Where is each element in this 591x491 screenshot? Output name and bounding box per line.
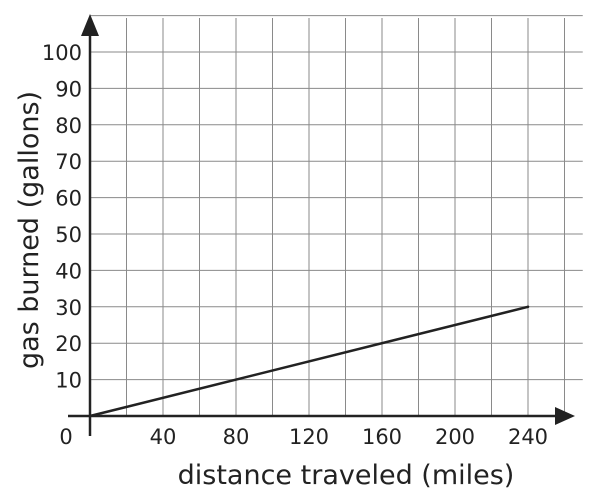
y-tick-label: 80 — [55, 114, 82, 138]
y-tick-label: 100 — [42, 41, 82, 65]
x-axis-label: distance traveled (miles) — [178, 460, 515, 491]
y-axis-label: gas burned (gallons) — [14, 91, 45, 369]
x-tick-label: 40 — [150, 425, 177, 449]
y-tick-label: 20 — [55, 332, 82, 356]
series-line — [88, 305, 530, 418]
x-tick-label: 80 — [223, 425, 250, 449]
x-tick-label: 200 — [435, 425, 475, 449]
y-tick-label: 30 — [55, 296, 82, 320]
x-tick-label: 120 — [289, 425, 329, 449]
y-tick-label: 90 — [55, 77, 82, 101]
axes — [68, 14, 575, 436]
y-tick-label: 50 — [55, 223, 82, 247]
data-point — [526, 305, 530, 308]
x-axis-arrow — [555, 407, 575, 425]
y-tick-label: 60 — [55, 187, 82, 211]
grid — [90, 15, 583, 416]
x-tick-label: 240 — [508, 425, 548, 449]
y-tick-label: 10 — [55, 369, 82, 393]
y-axis-arrow — [81, 14, 99, 36]
tick-labels: 40 80 120 160 200 240 10 20 30 40 50 60 70 80 90 100 — [42, 41, 548, 449]
x-tick-label: 160 — [362, 425, 402, 449]
y-tick-label: 70 — [55, 150, 82, 174]
origin-label: 0 — [59, 425, 72, 449]
y-tick-label: 40 — [55, 259, 82, 283]
